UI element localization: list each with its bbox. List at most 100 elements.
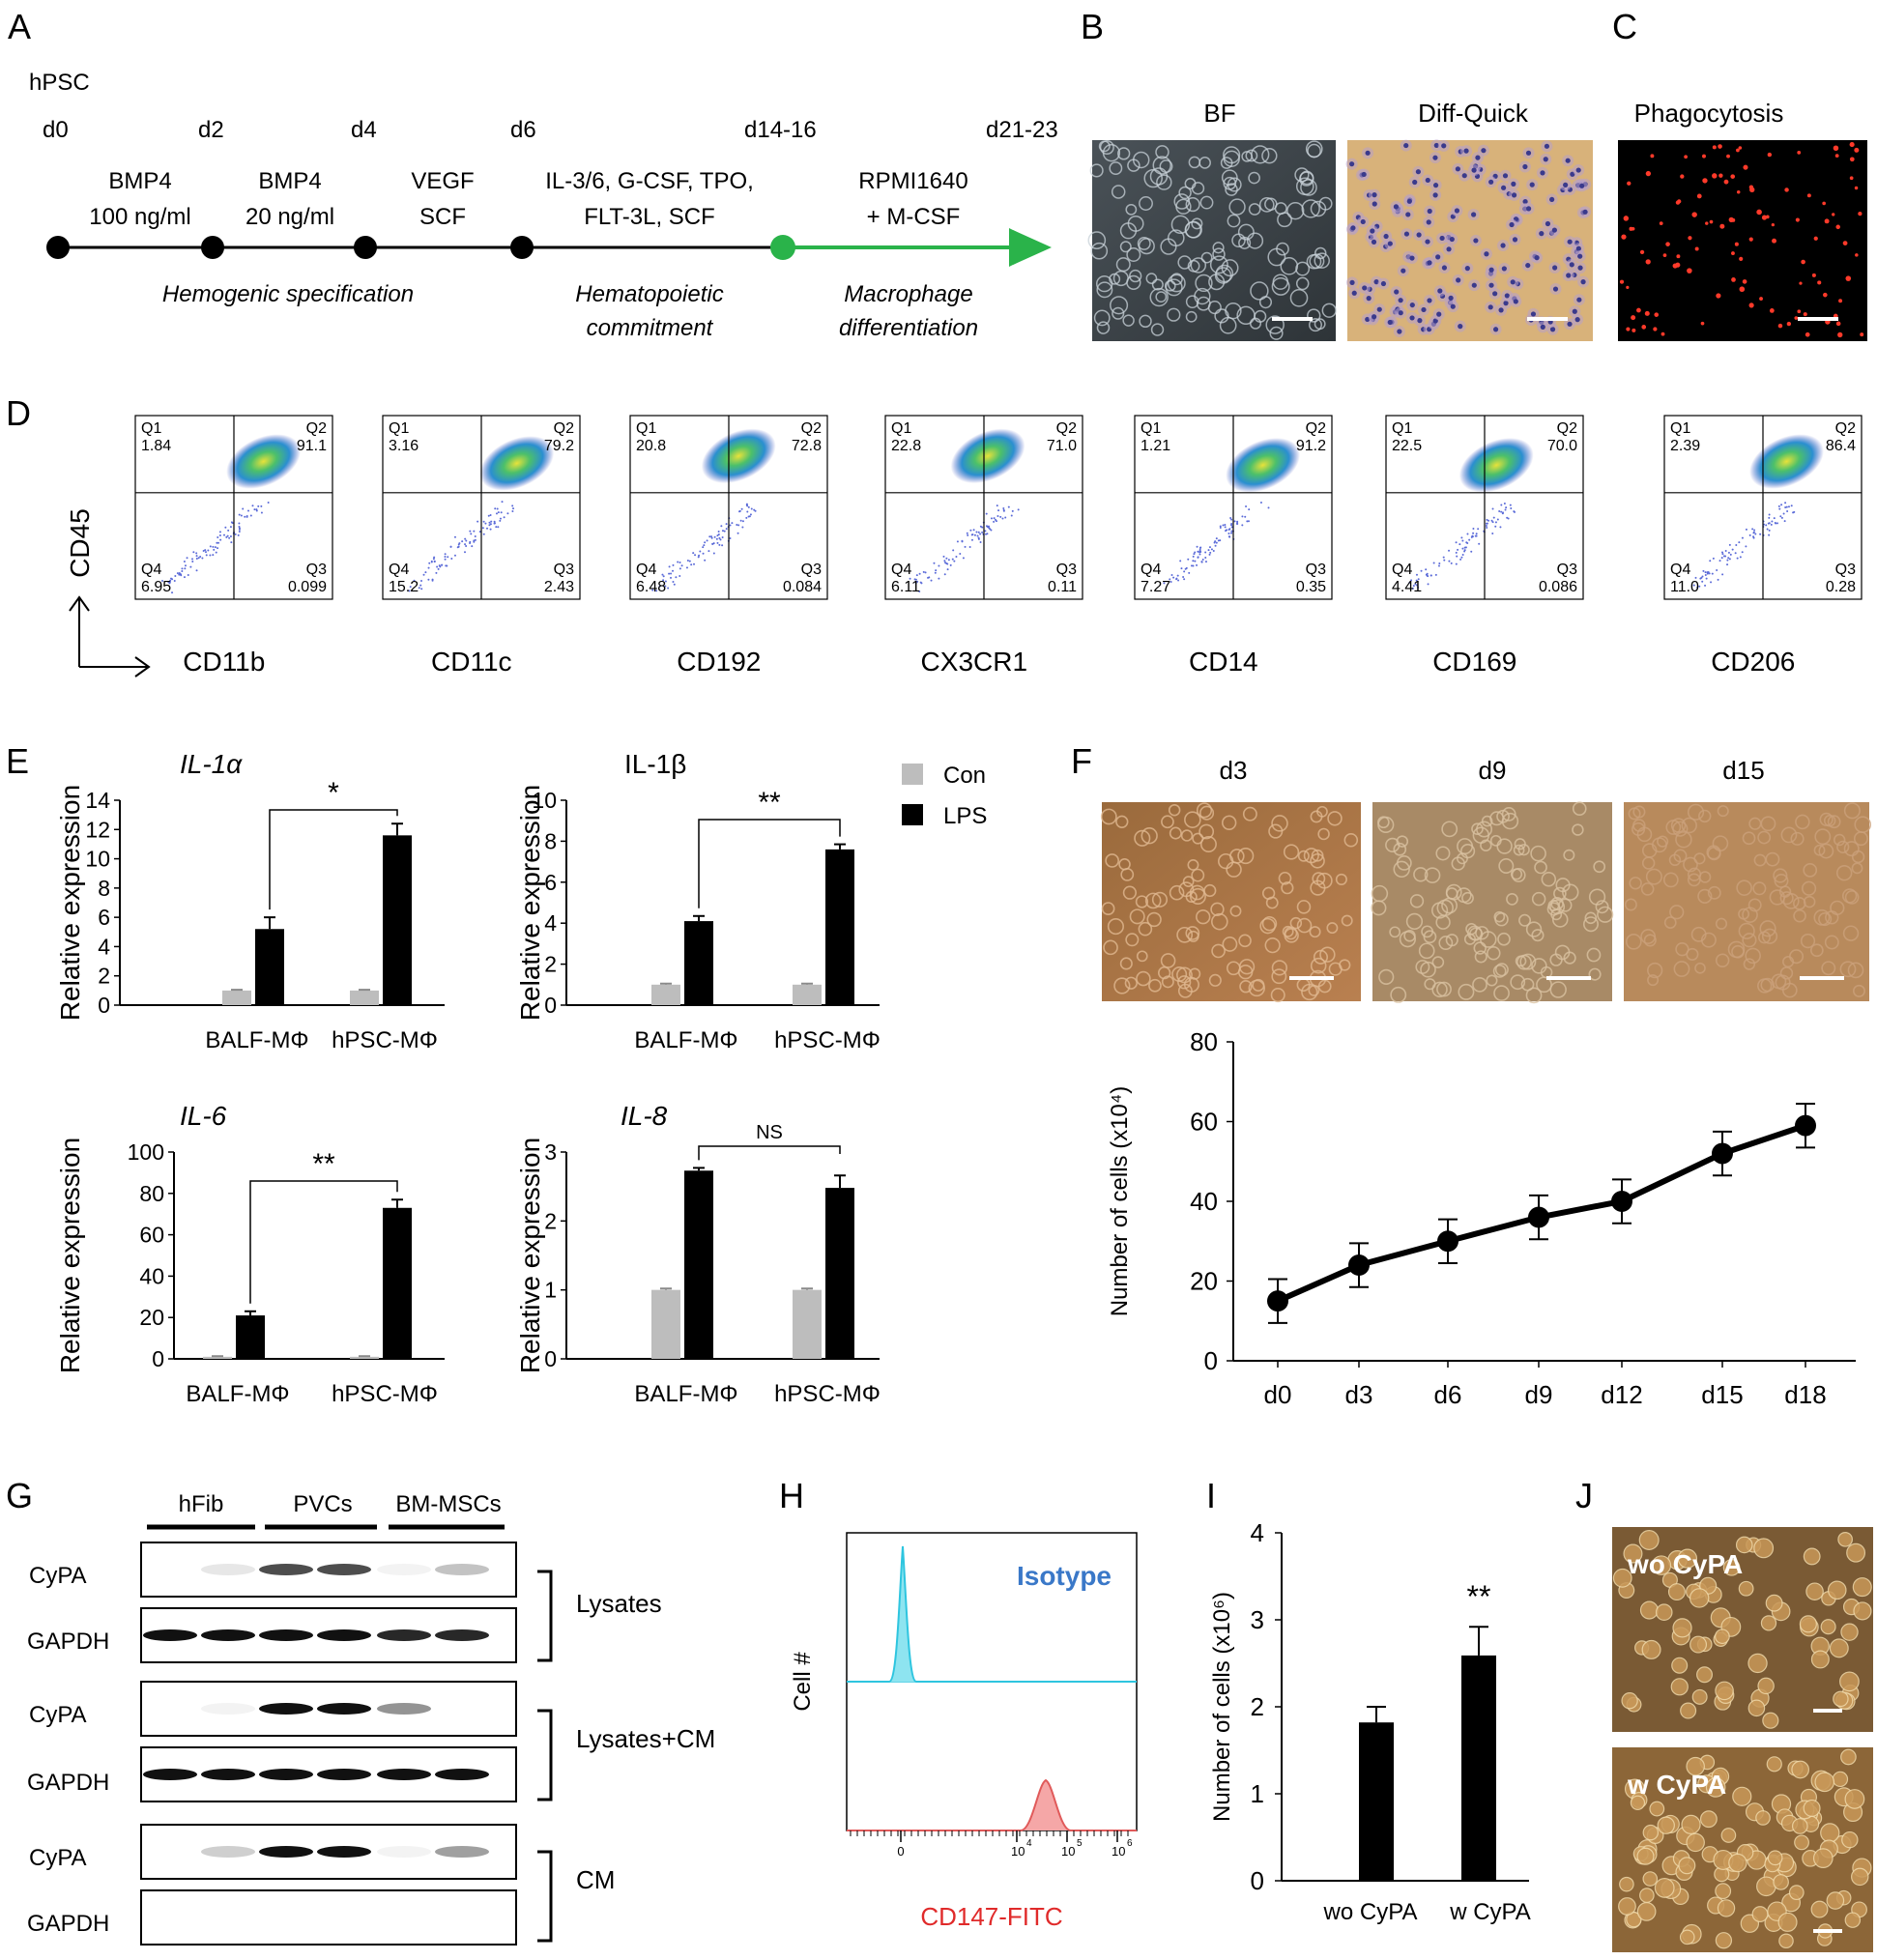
bf-cell bbox=[1115, 257, 1131, 273]
culture-cell bbox=[1339, 959, 1351, 971]
phago-dot bbox=[1756, 209, 1762, 216]
day-label: d4 bbox=[351, 117, 377, 143]
phago-dot bbox=[1680, 174, 1685, 179]
culture-cell bbox=[1100, 808, 1117, 825]
bf-cell bbox=[1219, 316, 1237, 334]
j-cell bbox=[1696, 1666, 1713, 1684]
dq-nucleus bbox=[1371, 239, 1377, 245]
flow-event bbox=[489, 528, 492, 531]
j-cell bbox=[1757, 1677, 1775, 1695]
flow-event bbox=[1461, 553, 1464, 556]
flow-event bbox=[1468, 538, 1471, 541]
culture-cell bbox=[1208, 973, 1222, 987]
culture-cell bbox=[1562, 883, 1579, 901]
bf-cell bbox=[1269, 326, 1284, 340]
phago-dot bbox=[1842, 241, 1848, 245]
flow-event bbox=[1477, 528, 1480, 531]
flow-event bbox=[450, 557, 453, 560]
flow-event bbox=[499, 517, 502, 520]
flow-event bbox=[195, 555, 198, 558]
flow-event bbox=[1728, 558, 1731, 561]
culture-cell bbox=[1310, 852, 1325, 869]
flow-event bbox=[753, 508, 756, 511]
culture-cell bbox=[1624, 898, 1637, 911]
flow-event bbox=[1704, 571, 1707, 574]
flow-event bbox=[1230, 522, 1233, 525]
culture-cell bbox=[1625, 933, 1642, 950]
dq-nucleus bbox=[1481, 148, 1487, 154]
culture-cell bbox=[1122, 885, 1138, 900]
flow-event bbox=[1712, 557, 1715, 560]
quadrant-value: 6.48 bbox=[636, 579, 666, 595]
culture-cell bbox=[1657, 835, 1669, 848]
flow-event bbox=[1172, 576, 1175, 579]
flow-event bbox=[453, 554, 456, 557]
flow-event bbox=[1478, 542, 1481, 545]
phago-dot bbox=[1736, 148, 1740, 153]
marker-label: CX3CR1 bbox=[921, 647, 1027, 677]
culture-cell bbox=[1525, 921, 1543, 937]
flow-event bbox=[1780, 516, 1783, 519]
category-label: wo CyPA bbox=[1323, 1899, 1418, 1925]
flow-event bbox=[1704, 584, 1707, 587]
flow-event bbox=[670, 576, 673, 579]
flow-event bbox=[1182, 575, 1185, 578]
flow-event bbox=[216, 541, 218, 544]
dq-nucleus bbox=[1351, 290, 1357, 296]
flow-event bbox=[1241, 515, 1244, 518]
panel-d-letter: D bbox=[6, 393, 31, 433]
medium-line: RPMI1640 bbox=[858, 168, 967, 194]
western-blots bbox=[140, 1542, 517, 1946]
bf-cell bbox=[1119, 241, 1132, 253]
phago-dot bbox=[1794, 316, 1799, 320]
group-label: PVCs bbox=[293, 1491, 352, 1517]
culture-cell bbox=[1670, 818, 1687, 833]
bf-cell bbox=[1248, 203, 1261, 216]
culture-cell bbox=[1683, 856, 1698, 873]
culture-cell bbox=[1282, 925, 1294, 937]
quadrant-value: 71.0 bbox=[1047, 438, 1077, 454]
j-cell bbox=[1722, 1559, 1741, 1576]
flow-event bbox=[1780, 504, 1783, 506]
phago-dot bbox=[1687, 268, 1692, 274]
marker-label: CD14 bbox=[1189, 647, 1258, 677]
j-cell bbox=[1618, 1897, 1636, 1916]
flow-event bbox=[1002, 509, 1005, 512]
flow-event bbox=[1731, 548, 1734, 551]
micrograph-title: Phagocytosis bbox=[1634, 99, 1784, 128]
blot-band bbox=[435, 1629, 489, 1641]
flow-event bbox=[437, 567, 440, 570]
flow-event bbox=[420, 588, 423, 591]
culture-cell bbox=[1124, 976, 1138, 990]
phago-dot bbox=[1654, 312, 1660, 317]
flow-event bbox=[702, 552, 705, 555]
axis-arrows bbox=[69, 595, 151, 677]
culture-cell bbox=[1497, 932, 1511, 946]
flow-event bbox=[651, 589, 654, 591]
flow-event bbox=[1759, 533, 1762, 535]
flow-event bbox=[1448, 549, 1451, 552]
flow-event bbox=[951, 558, 954, 561]
culture-cell bbox=[1752, 881, 1767, 896]
flow-event bbox=[1768, 513, 1771, 516]
dq-nucleus bbox=[1421, 306, 1427, 313]
flow-event bbox=[1460, 536, 1463, 539]
flow-event bbox=[717, 533, 720, 536]
bf-cell bbox=[1145, 273, 1158, 284]
flow-event bbox=[746, 504, 749, 507]
culture-cell bbox=[1715, 953, 1730, 967]
flow-event bbox=[267, 502, 270, 504]
flow-event bbox=[1230, 526, 1233, 529]
flow-event bbox=[1485, 524, 1487, 527]
flow-event bbox=[970, 538, 973, 541]
flow-event bbox=[707, 550, 710, 553]
dq-nucleus bbox=[1504, 293, 1510, 299]
flow-event bbox=[436, 565, 439, 568]
flow-event bbox=[1209, 551, 1212, 554]
y-axis-label: Number of cells (x10⁶) bbox=[1209, 1592, 1235, 1822]
phago-dot bbox=[1797, 151, 1802, 155]
dq-nucleus bbox=[1540, 170, 1545, 176]
culture-cell bbox=[1237, 848, 1255, 865]
flow-event bbox=[1491, 532, 1494, 534]
flow-event bbox=[497, 526, 500, 529]
